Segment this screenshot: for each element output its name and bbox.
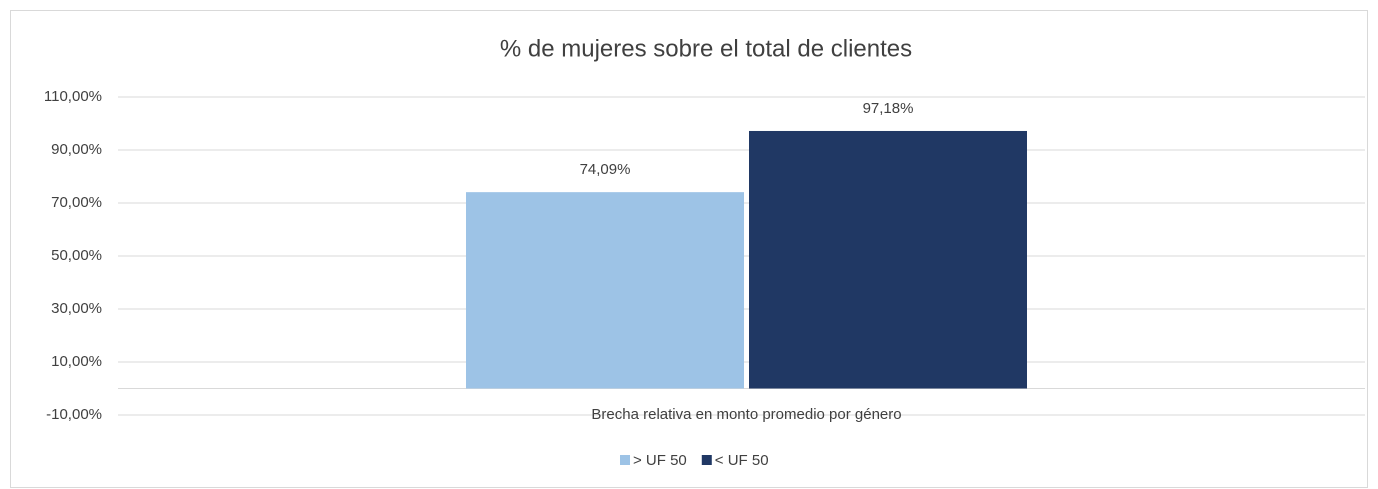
legend-swatch [620, 455, 630, 465]
y-tick-label: -10,00% [46, 406, 102, 423]
y-tick-label: 10,00% [51, 353, 102, 370]
x-tick-label: Brecha relativa en monto promedio por gé… [591, 406, 901, 423]
legend-label: > UF 50 [633, 452, 687, 469]
y-tick-label: 70,00% [51, 194, 102, 211]
y-tick-label: 90,00% [51, 141, 102, 158]
data-label: 74,09% [580, 161, 631, 178]
bar [466, 192, 744, 389]
legend-swatch [701, 455, 712, 465]
chart-title: % de mujeres sobre el total de clientes [500, 35, 912, 62]
data-label: 97,18% [863, 100, 914, 117]
legend-label: < UF 50 [715, 452, 769, 469]
y-tick-label: 50,00% [51, 247, 102, 264]
bar [749, 130, 1027, 389]
y-tick-label: 110,00% [44, 88, 102, 105]
y-tick-label: 30,00% [51, 300, 102, 317]
